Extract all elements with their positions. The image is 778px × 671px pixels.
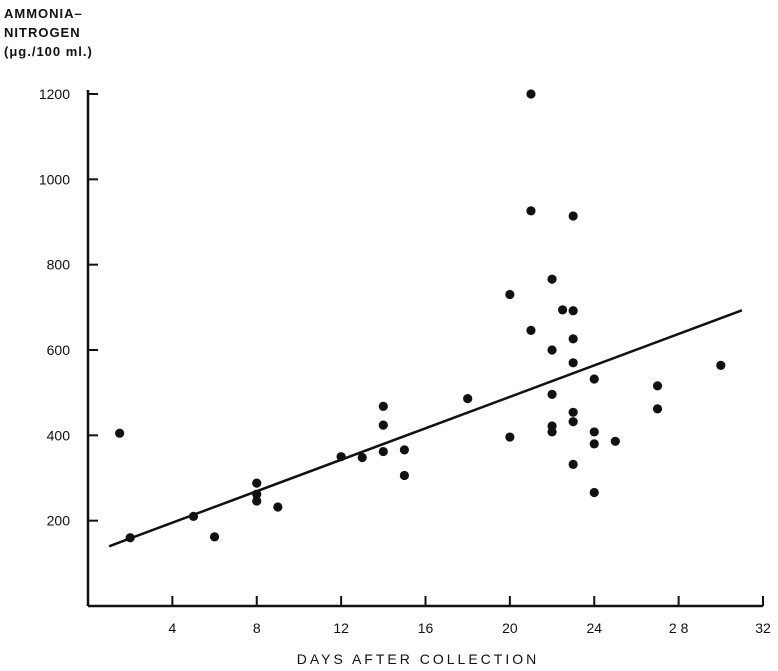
- data-point: [357, 452, 367, 463]
- data-points: [115, 89, 726, 543]
- x-tick-label: 16: [418, 620, 434, 636]
- data-point: [505, 432, 515, 442]
- data-point: [252, 496, 262, 506]
- y-tick-label: 1000: [39, 171, 70, 187]
- y-tick-label: 600: [47, 342, 71, 358]
- data-point: [589, 487, 599, 498]
- y-tick-label: 800: [47, 257, 71, 273]
- x-tick-label: 4: [168, 620, 176, 636]
- data-point: [547, 427, 557, 437]
- data-point: [589, 427, 599, 437]
- data-point: [716, 360, 726, 370]
- y-axis-label-line-3: (μg./100 ml.): [4, 44, 93, 59]
- data-point: [378, 401, 388, 411]
- data-point: [188, 511, 199, 521]
- data-point: [652, 381, 663, 391]
- data-point: [547, 389, 557, 399]
- y-tick-label: 400: [47, 427, 71, 443]
- y-axis-label: AMMONIA– NITROGEN (μg./100 ml.): [4, 4, 93, 61]
- data-point: [568, 358, 578, 368]
- data-point: [273, 502, 283, 512]
- y-tick-label: 200: [47, 513, 71, 529]
- data-point: [463, 394, 473, 404]
- data-point: [252, 478, 262, 488]
- data-point: [589, 439, 599, 449]
- data-point: [399, 470, 410, 481]
- data-point: [652, 404, 663, 414]
- data-point: [378, 446, 388, 457]
- y-tick-label: 1200: [39, 86, 70, 102]
- data-point: [589, 374, 599, 384]
- data-point: [568, 306, 578, 316]
- data-point: [568, 417, 578, 427]
- data-point: [568, 211, 578, 221]
- data-point: [547, 345, 557, 355]
- data-point: [568, 334, 578, 344]
- data-point: [558, 305, 568, 315]
- data-point: [378, 420, 388, 430]
- data-point: [252, 489, 262, 499]
- data-point: [568, 459, 578, 469]
- data-point: [610, 436, 620, 446]
- x-tick-label: 12: [333, 620, 349, 636]
- data-point: [526, 89, 536, 99]
- data-point: [526, 325, 536, 335]
- data-point: [209, 532, 220, 542]
- y-axis-label-line-2: NITROGEN: [4, 25, 81, 40]
- x-tick-label: 2 8: [669, 620, 689, 636]
- data-point: [568, 407, 578, 417]
- trend-line-group: [108, 309, 743, 548]
- data-point: [125, 533, 135, 543]
- data-point: [115, 428, 125, 438]
- data-point: [336, 452, 346, 462]
- x-tick-label: 20: [502, 620, 518, 636]
- data-point: [399, 445, 410, 455]
- y-axis-label-line-1: AMMONIA–: [4, 6, 83, 21]
- data-point: [526, 206, 536, 216]
- x-tick-label: 24: [586, 620, 602, 636]
- x-tick-label: 8: [253, 620, 261, 636]
- trend-line: [108, 309, 743, 548]
- data-point: [547, 274, 557, 284]
- axes: 200 400 600 800 1000 1200 4 8 12 16 20 24 2 8 32: [39, 86, 771, 636]
- x-tick-label: 32: [755, 620, 771, 636]
- x-axis-label: DAYS AFTER COLLECTION: [297, 651, 539, 667]
- data-point: [505, 289, 515, 300]
